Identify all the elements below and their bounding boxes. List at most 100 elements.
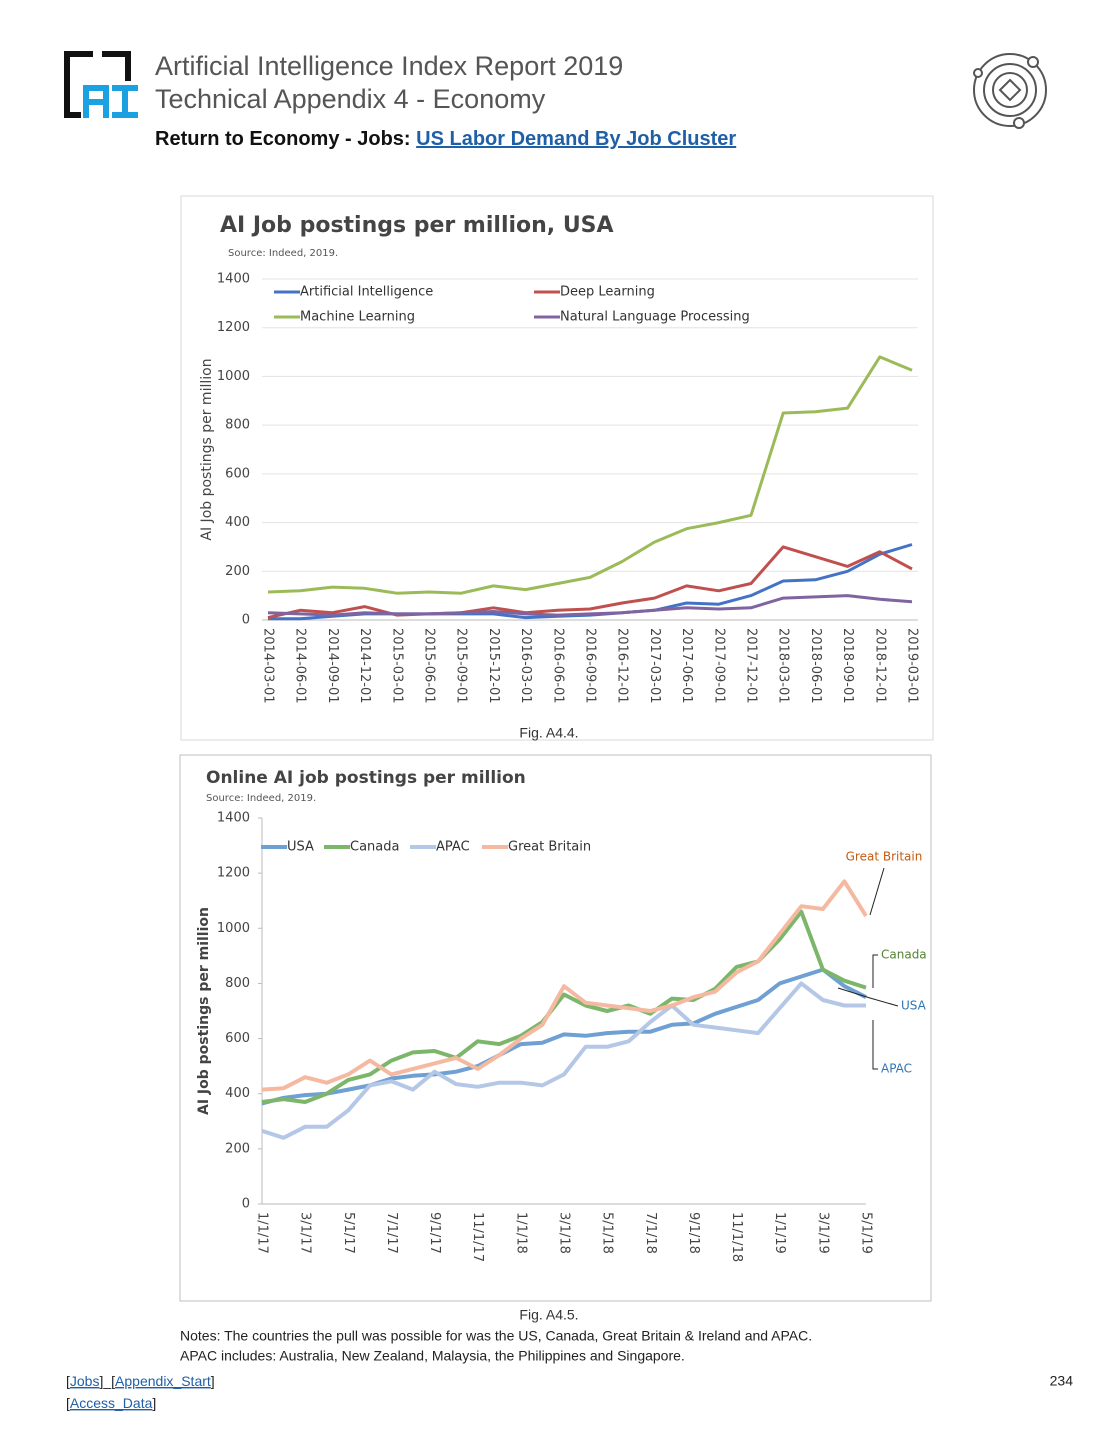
annotation: APAC xyxy=(881,1062,912,1076)
bracket: ] xyxy=(152,1395,156,1411)
x-tick-label: 2016-12-01 xyxy=(615,628,630,704)
x-tick-label: 2014-06-01 xyxy=(293,628,308,704)
y-tick-label: 200 xyxy=(225,1141,250,1156)
y-axis-label: AI Job postings per million xyxy=(196,907,212,1115)
legend-label: Canada xyxy=(350,840,399,855)
x-tick-label: 2014-12-01 xyxy=(357,628,372,704)
x-tick-label: 2015-09-01 xyxy=(454,628,469,704)
y-tick-label: 1000 xyxy=(217,369,250,384)
annotation-leader xyxy=(872,954,878,988)
y-tick-label: 600 xyxy=(225,466,250,481)
annotation-leader xyxy=(869,867,885,916)
x-tick-label: 2014-03-01 xyxy=(261,628,276,704)
annotation: USA xyxy=(901,999,927,1013)
chart-frame xyxy=(180,195,934,741)
x-tick-label: 5/1/18 xyxy=(600,1212,615,1254)
logo xyxy=(64,51,138,118)
annotation-leader xyxy=(872,1020,878,1070)
x-tick-label: 2015-03-01 xyxy=(389,628,404,704)
x-tick-label: 2014-09-01 xyxy=(325,628,340,704)
annotation: Canada xyxy=(881,948,927,962)
x-tick-label: 2016-09-01 xyxy=(583,628,598,704)
x-tick-label: 1/1/17 xyxy=(255,1212,270,1254)
x-tick-label: 2017-06-01 xyxy=(679,628,694,704)
y-tick-label: 0 xyxy=(242,1197,250,1212)
x-tick-label: 1/1/19 xyxy=(772,1212,787,1254)
x-tick-label: 9/1/18 xyxy=(686,1212,701,1254)
y-axis-label: AI Job postings per million xyxy=(199,358,215,540)
chart-source: Source: Indeed, 2019. xyxy=(228,248,338,259)
footer-link[interactable]: Appendix_Start xyxy=(115,1373,211,1389)
y-tick-label: 200 xyxy=(225,564,250,579)
x-tick-label: 7/1/18 xyxy=(643,1212,658,1254)
series-line xyxy=(267,594,913,617)
nav-link[interactable]: US Labor Demand By Job Cluster xyxy=(416,128,736,150)
page-number: 234 xyxy=(1050,1373,1074,1389)
bracket: ] xyxy=(211,1373,215,1389)
y-tick-label: 0 xyxy=(242,613,250,628)
legend-label: Artificial Intelligence xyxy=(300,285,433,300)
emblem xyxy=(973,53,1047,129)
x-tick-label: 2017-09-01 xyxy=(711,628,726,704)
chart-title: AI Job postings per million, USA xyxy=(220,213,614,238)
y-tick-label: 1400 xyxy=(217,272,250,287)
x-tick-label: 3/1/18 xyxy=(557,1212,572,1254)
caption: Fig. A4.4. xyxy=(519,725,578,741)
note: APAC includes: Australia, New Zealand, M… xyxy=(180,1348,685,1364)
x-tick-label: 2016-06-01 xyxy=(550,628,565,704)
nav: Return to Economy - Jobs: US Labor Deman… xyxy=(155,128,736,150)
x-tick-label: 11/1/17 xyxy=(470,1212,485,1262)
x-tick-label: 9/1/17 xyxy=(427,1212,442,1254)
report-title: Artificial Intelligence Index Report 201… xyxy=(155,51,623,81)
x-tick-label: 7/1/17 xyxy=(384,1212,399,1254)
annotation-leader xyxy=(837,987,899,1007)
x-tick-label: 2017-12-01 xyxy=(744,628,759,704)
x-tick-label: 2017-03-01 xyxy=(647,628,662,704)
y-tick-label: 600 xyxy=(225,1031,250,1046)
x-tick-label: 2016-03-01 xyxy=(518,628,533,704)
x-tick-label: 5/1/17 xyxy=(341,1212,356,1254)
x-tick-label: 2018-03-01 xyxy=(776,628,791,704)
y-tick-label: 400 xyxy=(225,515,250,530)
legend-label: USA xyxy=(287,840,314,855)
y-tick-label: 1200 xyxy=(217,320,250,335)
series-line xyxy=(267,545,913,620)
x-tick-label: 2019-03-01 xyxy=(905,628,920,704)
x-tick-label: 2015-06-01 xyxy=(422,628,437,704)
x-tick-label: 2018-06-01 xyxy=(808,628,823,704)
x-tick-label: 5/1/19 xyxy=(859,1212,874,1254)
chart-frame xyxy=(179,754,932,1302)
chart-title: Online AI job postings per million xyxy=(206,768,526,788)
legend-label: Machine Learning xyxy=(300,310,415,325)
footer-links: [Access_Data] xyxy=(66,1395,156,1411)
x-tick-label: 3/1/17 xyxy=(298,1212,313,1254)
series-line xyxy=(261,981,866,1140)
bracket: [ xyxy=(66,1395,70,1411)
footer-link[interactable]: Jobs xyxy=(70,1373,100,1389)
y-tick-label: 400 xyxy=(225,1086,250,1101)
legend-label: Great Britain xyxy=(508,840,591,855)
x-tick-label: 11/1/18 xyxy=(729,1212,744,1262)
legend-label: Natural Language Processing xyxy=(560,310,750,325)
annotation: Great Britain xyxy=(846,850,923,864)
legend-label: Deep Learning xyxy=(560,285,655,300)
caption: Fig. A4.5. xyxy=(519,1307,578,1323)
footer-link[interactable]: Access_Data xyxy=(70,1395,153,1411)
x-tick-label: 2018-12-01 xyxy=(872,628,887,704)
note: Notes: The countries the pull was possib… xyxy=(180,1328,812,1344)
y-tick-label: 800 xyxy=(225,418,250,433)
x-tick-label: 2018-09-01 xyxy=(840,628,855,704)
y-tick-label: 1400 xyxy=(217,811,250,826)
footer-links: [Jobs]_[Appendix_Start] xyxy=(66,1373,215,1389)
legend-label: APAC xyxy=(436,840,470,855)
y-tick-label: 800 xyxy=(225,976,250,991)
bracket: [ xyxy=(66,1373,70,1389)
y-tick-label: 1200 xyxy=(217,866,250,881)
bracket: ]_[ xyxy=(99,1373,115,1389)
nav-prefix: Return to Economy - Jobs: xyxy=(155,128,411,150)
series-line xyxy=(267,355,913,595)
series-line xyxy=(261,967,867,1106)
x-tick-label: 1/1/18 xyxy=(513,1212,528,1254)
appendix-title: Technical Appendix 4 - Economy xyxy=(155,84,546,114)
